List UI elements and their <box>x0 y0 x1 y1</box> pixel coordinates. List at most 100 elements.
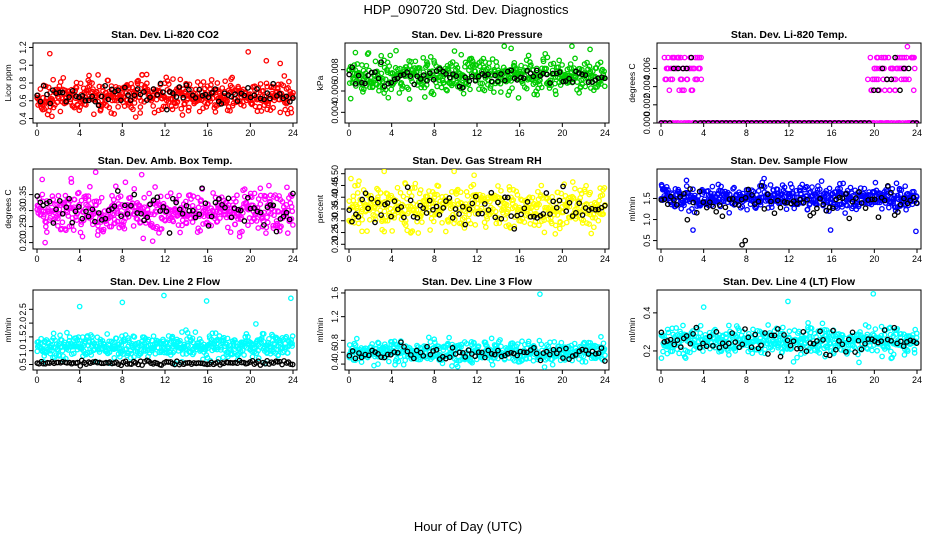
data-point <box>144 206 151 213</box>
data-point <box>186 104 192 111</box>
overlay-point <box>504 194 511 201</box>
data-point <box>779 194 786 201</box>
data-point <box>601 185 608 191</box>
data-point <box>284 184 290 191</box>
data-point <box>506 184 513 190</box>
overlay-point <box>508 67 515 74</box>
data-point <box>360 86 367 93</box>
data-point <box>57 79 64 85</box>
overlay-point <box>228 214 235 221</box>
overlay-point <box>365 72 372 79</box>
data-point <box>68 223 75 229</box>
overlay-point <box>186 207 193 214</box>
data-point <box>479 80 486 87</box>
overlay-point <box>196 86 203 93</box>
y-tick-label: 0.006 <box>330 80 340 103</box>
overlay-point <box>160 89 166 95</box>
x-tick-label: 4 <box>701 128 706 138</box>
data-point <box>498 187 504 194</box>
overlay-point <box>757 120 764 123</box>
data-point <box>583 182 589 189</box>
overlay-point <box>755 198 762 205</box>
overlay-point <box>391 349 398 355</box>
data-point <box>412 180 419 187</box>
y-tick-label: 0.45 <box>330 177 340 195</box>
overlay-point <box>209 90 215 96</box>
data-point <box>764 120 771 123</box>
data-point <box>46 347 53 354</box>
data-point <box>449 59 456 65</box>
data-point <box>109 339 116 346</box>
data-point <box>289 343 295 349</box>
data-point <box>590 224 597 231</box>
data-point <box>375 340 382 347</box>
y-tick-label: 1.6 <box>330 287 340 300</box>
data-point <box>568 65 575 72</box>
data-point <box>518 357 525 364</box>
x-tick-label: 8 <box>744 128 749 138</box>
data-point <box>175 222 182 228</box>
overlay-point <box>378 354 384 360</box>
overlay-point <box>462 74 469 81</box>
overlay-point <box>602 75 608 82</box>
data-point <box>50 330 57 337</box>
overlay-point <box>157 208 163 214</box>
data-point <box>425 334 432 341</box>
data-point <box>96 198 102 205</box>
overlay-point <box>674 202 680 208</box>
data-point <box>275 352 282 358</box>
data-point <box>755 187 762 194</box>
overlay-point <box>408 352 414 358</box>
data-point <box>131 100 138 106</box>
data-point <box>511 59 518 66</box>
overlay-point <box>176 206 183 213</box>
overlay-point <box>744 120 751 123</box>
overlay-point <box>688 54 695 61</box>
data-point <box>411 206 417 213</box>
data-point <box>165 81 172 88</box>
data-point <box>508 45 514 52</box>
data-point <box>492 355 498 361</box>
y-tick-label: 0.30 <box>18 202 28 220</box>
overlay-point <box>540 211 547 217</box>
x-tick-label: 4 <box>389 254 394 264</box>
overlay-point <box>681 190 687 197</box>
y-tick-label: 1.0 <box>18 344 28 357</box>
overlay-point <box>150 86 157 92</box>
overlay-point <box>731 120 738 123</box>
data-point <box>364 228 370 234</box>
data-point <box>365 50 372 56</box>
overlay-point <box>427 351 434 358</box>
x-tick-label: 4 <box>389 128 394 138</box>
data-point <box>445 218 452 225</box>
data-point <box>238 215 245 221</box>
data-point <box>415 230 422 236</box>
overlay-point <box>228 93 235 100</box>
data-point <box>241 352 247 358</box>
data-point <box>382 217 389 224</box>
data-point <box>506 88 513 95</box>
overlay-point <box>115 87 121 94</box>
data-point <box>570 195 577 201</box>
x-tick-label: 20 <box>557 254 567 264</box>
overlay-point <box>579 71 585 78</box>
data-point <box>386 63 393 69</box>
data-point <box>347 95 354 102</box>
overlay-point <box>218 100 225 107</box>
overlay-point <box>368 69 375 76</box>
data-point <box>544 54 551 61</box>
data-point <box>549 194 556 200</box>
overlay-point <box>809 120 816 123</box>
data-point <box>134 216 141 222</box>
y-tick-label: 0.50 <box>330 165 340 183</box>
overlay-point <box>37 199 44 206</box>
x-tick-label: 4 <box>389 375 394 385</box>
data-point <box>263 57 270 64</box>
overlay-point <box>212 86 219 92</box>
data-point <box>387 52 394 59</box>
data-point <box>532 79 539 86</box>
data-point <box>464 193 471 199</box>
data-point <box>122 179 129 186</box>
overlay-point <box>701 120 707 123</box>
overlay-point <box>430 348 437 354</box>
